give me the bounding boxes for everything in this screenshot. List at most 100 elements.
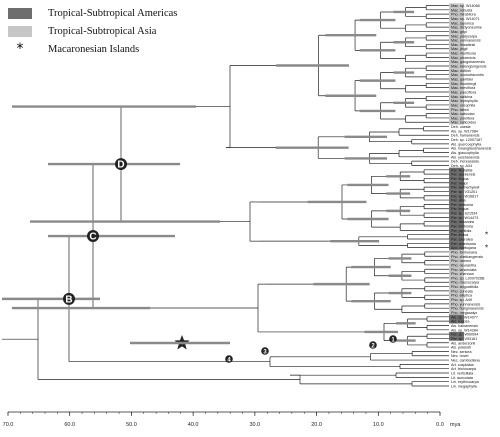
taxon-label: Art. trichocarpa	[451, 367, 477, 371]
taxon-label: Als. rugosa	[451, 320, 470, 324]
taxon-label: Nec. cambodiana	[451, 359, 481, 363]
node-d-label: D	[117, 160, 124, 171]
region-cell-americas	[449, 228, 464, 233]
region-cell-americas	[449, 215, 464, 220]
taxon-label: Mac. salicoides	[451, 121, 476, 125]
taxon-label: Pho. chekiangensis	[451, 255, 483, 259]
taxon-label: Mac. phoenicis	[451, 56, 476, 60]
region-cell-asia	[449, 85, 464, 90]
region-cell-asia	[449, 254, 464, 259]
region-cell-asia	[449, 280, 464, 285]
axis-tick-label: 10.0	[373, 422, 384, 428]
taxon-label: Mac. yunnanensis	[451, 39, 481, 43]
region-cell-americas	[449, 184, 464, 190]
asia-swatch	[8, 25, 32, 37]
taxon-label: Pho. angustifolia	[451, 285, 479, 289]
region-cell-asia	[449, 3, 464, 8]
numbered-node-label: 3	[263, 349, 267, 355]
taxon-label: Per. sp. W14473	[451, 216, 478, 220]
region-cell-americas	[449, 206, 464, 212]
region-cell-asia	[449, 107, 464, 112]
region-cell-asia	[449, 16, 464, 21]
asterisk-icon: *	[16, 41, 24, 57]
region-cell-americas	[449, 197, 464, 203]
region-cell-asia	[449, 68, 464, 73]
taxon-label: Apo. barbujana	[451, 246, 477, 250]
region-cell-asia	[449, 37, 464, 43]
region-cell-asia	[449, 72, 464, 77]
taxon-label: Deh. hainanensis	[451, 134, 480, 138]
taxon-label: Mac. leptophylla	[451, 99, 479, 103]
numbered-node-1: 1	[389, 335, 397, 343]
legend-label-americas: Tropical-Subtropical Americas	[48, 7, 178, 19]
region-cell-americas	[449, 219, 464, 224]
macaronesia-asterisk-icon: *	[485, 244, 488, 253]
node-b-label: B	[65, 294, 72, 305]
taxon-label: Per. wetherbyanii	[451, 186, 479, 190]
taxon-label: Per. sp. S21534	[451, 212, 477, 216]
region-cell-asia	[449, 89, 464, 95]
taxon-label: Lit. auriculata	[451, 376, 474, 380]
taxon-label: Per. americana	[451, 242, 477, 246]
region-cell-asia	[449, 98, 464, 103]
region-cell-asia	[449, 284, 464, 289]
taxon-label: Pho. faberi	[451, 108, 469, 112]
axis-tick-label: 50.0	[126, 422, 137, 428]
taxon-label: Per. hexandra	[451, 220, 475, 224]
legend-label-asia: Tropical-Subtropical Asia	[48, 25, 157, 37]
region-cell-americas	[449, 314, 464, 320]
taxon-label: Mac. gripi	[451, 30, 467, 34]
taxon-label: Deh. increassata	[451, 160, 480, 164]
taxon-label: Mac. oculodracontis	[451, 73, 484, 77]
node-b-marker: B	[63, 292, 75, 305]
taxon-label: Mac. duthiei	[451, 69, 471, 73]
taxon-label: Pho. nanmu	[451, 259, 471, 263]
taxon-label: Mac. thunbergii	[451, 82, 476, 86]
taxon-label: Pho. mirabilora	[451, 13, 477, 17]
region-cell-asia	[449, 24, 464, 30]
taxon-label: Mac. oreophila	[451, 103, 476, 107]
region-cell-americas	[449, 167, 464, 173]
taxon-label: Mac. gongshanensis	[451, 60, 485, 64]
taxon-label: Mac. japonica	[451, 21, 475, 25]
taxon-label: Als. hwanglianshanensis	[451, 147, 492, 151]
region-cell-asia	[449, 102, 464, 108]
region-cell-asia	[449, 271, 464, 276]
time-axis: 70.0 60.0 50.0 40.0 30.0 20.0 10.0 0.0 mya	[3, 411, 461, 428]
taxon-label: Per. caerulea	[451, 237, 474, 241]
taxon-label: Mac. sabcolax	[451, 112, 475, 116]
region-cell-americas	[449, 241, 464, 246]
taxon-label: Mac. thwaitesii	[451, 43, 475, 47]
taxon-label: Als. sp. W14284	[451, 328, 478, 332]
region-cell-americas	[449, 189, 464, 194]
region-cell-asia	[449, 288, 464, 294]
taxon-label: Pho. sp. L2007026B	[451, 276, 485, 280]
numbered-node-2: 2	[369, 341, 377, 349]
taxon-label: Als. glaucophylla	[451, 151, 480, 155]
numbered-node-4: 4	[225, 355, 233, 363]
region-cell-asia	[449, 306, 464, 311]
region-cell-macaronesia	[449, 245, 464, 250]
taxon-label: Per. borbonia	[451, 225, 474, 229]
region-cell-asia	[449, 46, 464, 52]
region-cell-asia	[449, 94, 464, 99]
region-cell-americas	[449, 210, 464, 216]
legend-item-macaronesia: * Macaronesian Islands	[8, 41, 140, 57]
numbered-node-circle	[225, 355, 233, 363]
region-cell-asia	[449, 42, 464, 47]
numbered-node-label: 1	[391, 337, 395, 343]
region-cell-asia	[449, 59, 464, 65]
taxon-label: Mac. sp. W14071	[451, 17, 480, 21]
numbered-node-label: 2	[371, 343, 375, 349]
taxon-label: Per. sp. V31201	[451, 190, 477, 194]
taxon-label: Per. fluviatilis	[451, 168, 473, 172]
taxon-label: Deh. sp. A34	[451, 164, 472, 168]
region-cell-asia	[449, 11, 464, 17]
taxon-label: Pho. sp. A49	[451, 298, 472, 302]
axis-tick-label: 70.0	[3, 422, 14, 428]
taxon-label: Per. alba	[451, 199, 467, 203]
taxon-label: Art. cuspidata	[451, 363, 474, 367]
node-d-marker: D	[115, 158, 127, 171]
region-cell-americas	[449, 331, 464, 337]
region-cell-asia	[449, 111, 464, 116]
